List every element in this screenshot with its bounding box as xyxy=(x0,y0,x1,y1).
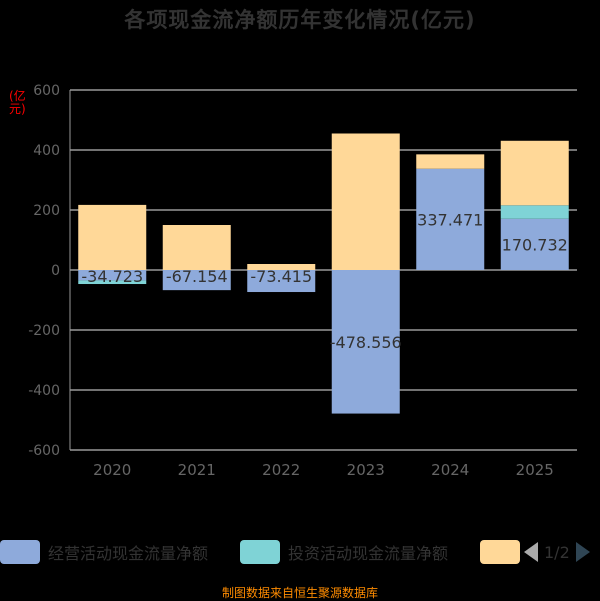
legend-prev-icon[interactable] xyxy=(524,542,538,562)
bar-2020-series-0 xyxy=(78,270,147,281)
data-label: -67.154 xyxy=(166,267,228,286)
legend-pager: 1/2 xyxy=(524,538,590,566)
y-tick-label: 400 xyxy=(33,143,60,159)
bar-2025-series-0 xyxy=(500,218,569,270)
x-tick-label: 2021 xyxy=(178,461,216,479)
bar-2024-series-2 xyxy=(416,154,485,169)
bar-2021-series-2 xyxy=(162,225,231,270)
legend-swatch-operating xyxy=(0,540,40,564)
y-tick-label: 200 xyxy=(33,203,60,219)
data-label: -478.556 xyxy=(330,333,402,352)
bar-2021-series-0 xyxy=(162,270,231,291)
data-label: -73.415 xyxy=(250,267,312,286)
x-tick-label: 2023 xyxy=(347,461,385,479)
legend-label-operating: 经营活动现金流量净额 xyxy=(48,544,209,563)
chart-title: 各项现金流净额历年变化情况(亿元) xyxy=(124,8,476,32)
legend: 经营活动现金流量净额 投资活动现金流量净额 1/2 xyxy=(0,538,600,566)
y-tick-label: 0 xyxy=(51,263,60,279)
x-tick-label: 2024 xyxy=(431,461,469,479)
legend-item-third[interactable] xyxy=(480,538,528,566)
bar-2024-series-0 xyxy=(416,168,485,270)
bar-2022-series-0 xyxy=(247,270,316,293)
bar-2020-series-1 xyxy=(78,280,147,285)
y-tick-label: -200 xyxy=(28,323,60,339)
legend-label-investing: 投资活动现金流量净额 xyxy=(288,544,449,563)
data-label: -34.723 xyxy=(81,267,143,286)
data-label: 337.471 xyxy=(417,210,483,229)
bar-2022-series-2 xyxy=(247,264,316,270)
bar-2025-series-1 xyxy=(500,205,569,219)
legend-next-icon[interactable] xyxy=(575,542,590,562)
bar-2023-series-2 xyxy=(331,133,400,270)
y-tick-label: -600 xyxy=(28,443,60,459)
y-tick-label: -400 xyxy=(28,383,60,399)
x-tick-label: 2022 xyxy=(262,461,300,479)
x-tick-label: 2020 xyxy=(93,461,131,479)
bar-2023-series-0 xyxy=(331,270,400,414)
legend-page-indicator: 1/2 xyxy=(544,542,570,562)
legend-item-investing[interactable]: 投资活动现金流量净额 xyxy=(240,538,448,566)
x-tick-label: 2025 xyxy=(516,461,554,479)
y-axis-unit-label: (亿元) xyxy=(9,89,26,116)
data-label: 170.732 xyxy=(502,235,568,254)
bar-2020-series-2 xyxy=(78,204,147,270)
y-tick-label: 600 xyxy=(33,83,60,99)
bar-2025-series-2 xyxy=(500,140,569,206)
legend-item-operating[interactable]: 经营活动现金流量净额 xyxy=(0,538,208,566)
legend-swatch-third xyxy=(480,540,520,564)
data-source-note: 制图数据来自恒生聚源数据库 xyxy=(221,586,378,600)
legend-swatch-investing xyxy=(240,540,280,564)
